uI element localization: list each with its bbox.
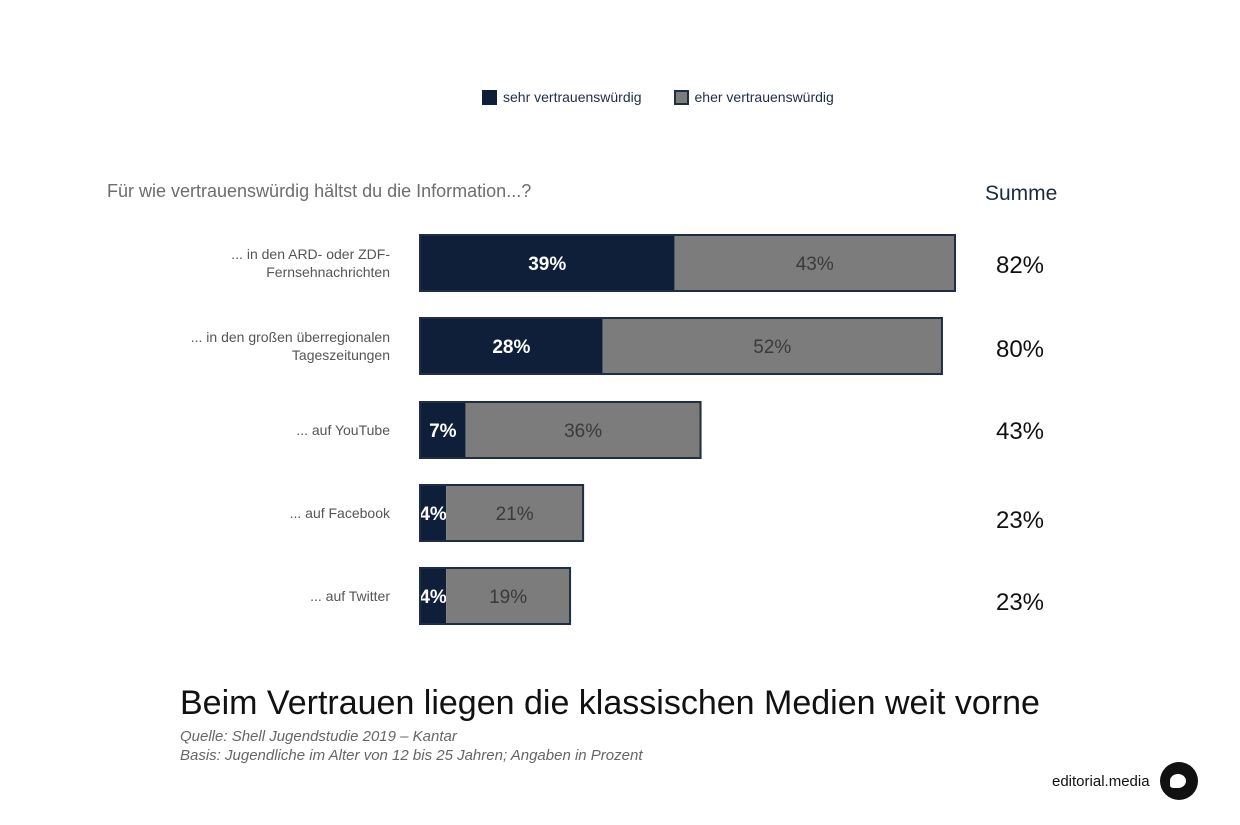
total-label: 23%	[996, 507, 1044, 534]
category-label: ... auf Twitter	[310, 588, 390, 604]
total-label: 23%	[996, 589, 1044, 616]
bar-segment-sehr	[420, 485, 447, 541]
legend-swatch-sehr	[482, 89, 497, 105]
bar-segment-eher	[446, 485, 584, 541]
bar-segment-eher	[465, 402, 701, 458]
category-label-line: ... in den großen überregionalen	[191, 329, 390, 345]
bar-outline	[419, 484, 585, 542]
editorial-media-logo-icon	[1159, 762, 1198, 800]
legend-label-eher: eher vertrauenswürdig	[694, 89, 834, 105]
data-label-sehr: 4%	[419, 587, 447, 608]
category-label: ... in den großen überregionalen Tageszei…	[191, 329, 390, 363]
bar-outline	[419, 317, 943, 375]
legend-swatch-eher	[673, 89, 689, 105]
category-label-line: ... in den ARD- oder ZDF-	[231, 246, 390, 262]
data-label-sehr: 39%	[528, 254, 566, 275]
total-label: 82%	[996, 252, 1044, 279]
bar-segment-sehr	[420, 568, 447, 624]
data-label-sehr: 4%	[419, 504, 447, 525]
category-label: ... in den ARD- oder ZDF- Fernsehnachrich…	[231, 246, 390, 280]
total-label: 43%	[996, 418, 1044, 445]
data-label-eher: 36%	[564, 421, 602, 442]
data-label-sehr: 7%	[429, 421, 457, 442]
data-label-eher: 21%	[496, 504, 534, 525]
data-label-eher: 52%	[753, 337, 791, 358]
bar-segment-eher	[674, 235, 955, 291]
legend-label-sehr: sehr vertrauenswürdig	[503, 89, 642, 105]
brand-name: editorial.media	[1052, 772, 1150, 790]
brand: editorial.media	[1052, 762, 1198, 800]
summe-header: Summe	[985, 182, 1058, 205]
stacked-bar-chart: ... in den ARD- oder ZDF- Fernsehnachrich…	[191, 234, 1044, 625]
source-note: Quelle: Shell Jugendstudie 2019 – Kantar…	[180, 727, 643, 765]
category-label-line: ... auf Facebook	[290, 505, 391, 521]
category-label: ... auf YouTube	[296, 422, 390, 438]
data-label-sehr: 28%	[492, 337, 530, 358]
bar-outline	[419, 401, 702, 459]
total-label: 80%	[996, 336, 1044, 363]
bar-outline	[419, 234, 956, 292]
legend-item-eher: eher vertrauenswürdig	[673, 89, 834, 105]
data-label-eher: 43%	[796, 254, 834, 275]
bar-segment-sehr	[420, 402, 466, 458]
bar-segment-sehr	[420, 318, 603, 374]
category-label: ... auf Facebook	[290, 505, 391, 521]
chart-headline: Beim Vertrauen liegen die klassischen Me…	[180, 684, 1040, 722]
category-label-line: Fernsehnachrichten	[266, 264, 390, 280]
legend-item-sehr: sehr vertrauenswürdig	[482, 89, 642, 105]
category-label-line: Tageszeitungen	[292, 347, 390, 363]
category-label-line: ... auf Twitter	[310, 588, 390, 604]
data-label-eher: 19%	[489, 587, 527, 608]
bar-outline	[419, 567, 572, 625]
chart-legend: sehr vertrauenswürdig eher vertrauenswür…	[482, 89, 866, 105]
category-label-line: ... auf YouTube	[296, 422, 390, 438]
bar-segment-sehr	[420, 235, 675, 291]
bar-segment-eher	[602, 318, 942, 374]
source-line-2: Basis: Jugendliche im Alter von 12 bis 2…	[180, 747, 643, 764]
bar-segment-eher	[446, 568, 571, 624]
source-line-1: Quelle: Shell Jugendstudie 2019 – Kantar	[180, 728, 457, 745]
survey-question: Für wie vertrauenswürdig hältst du die I…	[107, 181, 532, 201]
